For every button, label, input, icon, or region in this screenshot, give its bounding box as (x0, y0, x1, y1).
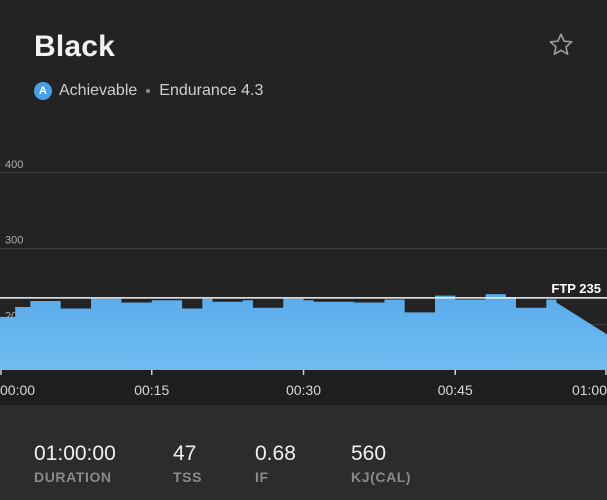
workout-header: Black A Achievable Endurance 4.3 (0, 0, 607, 140)
x-tick-label: 00:30 (286, 382, 321, 398)
difficulty-label: Achievable (59, 82, 137, 100)
workout-title: Black (34, 30, 115, 64)
stat-tss-value: 47 (173, 441, 202, 467)
stat-duration-label: DURATION (34, 469, 116, 485)
difficulty-badge: A (34, 82, 52, 100)
stat-kj-label: KJ(CAL) (351, 469, 411, 485)
x-tick-label: 00:45 (438, 382, 473, 398)
power-profile-area (0, 294, 607, 370)
x-tick-label: 01:00 (572, 382, 607, 398)
stat-kj: 560 KJ(CAL) (351, 441, 411, 485)
stat-kj-value: 560 (351, 441, 411, 467)
stats-bar: 01:00:00 DURATION 47 TSS 0.68 IF 560 KJ(… (0, 405, 607, 500)
stat-duration: 01:00:00 DURATION (34, 441, 116, 485)
stat-if-value: 0.68 (255, 441, 296, 467)
workout-meta: A Achievable Endurance 4.3 (34, 82, 263, 100)
y-tick-label: 400 (5, 159, 23, 171)
separator-dot (146, 89, 150, 93)
x-tick-label: 00:00 (0, 382, 35, 398)
star-icon[interactable] (547, 31, 575, 59)
ftp-label: FTP 235 (551, 281, 601, 296)
x-tick-label: 00:15 (134, 382, 169, 398)
stat-if-label: IF (255, 469, 296, 485)
stat-tss-label: TSS (173, 469, 202, 485)
stat-if: 0.68 IF (255, 441, 296, 485)
stat-tss: 47 TSS (173, 441, 202, 485)
stat-duration-value: 01:00:00 (34, 441, 116, 467)
y-tick-label: 300 (5, 235, 23, 247)
zone-label: Endurance 4.3 (159, 82, 263, 100)
